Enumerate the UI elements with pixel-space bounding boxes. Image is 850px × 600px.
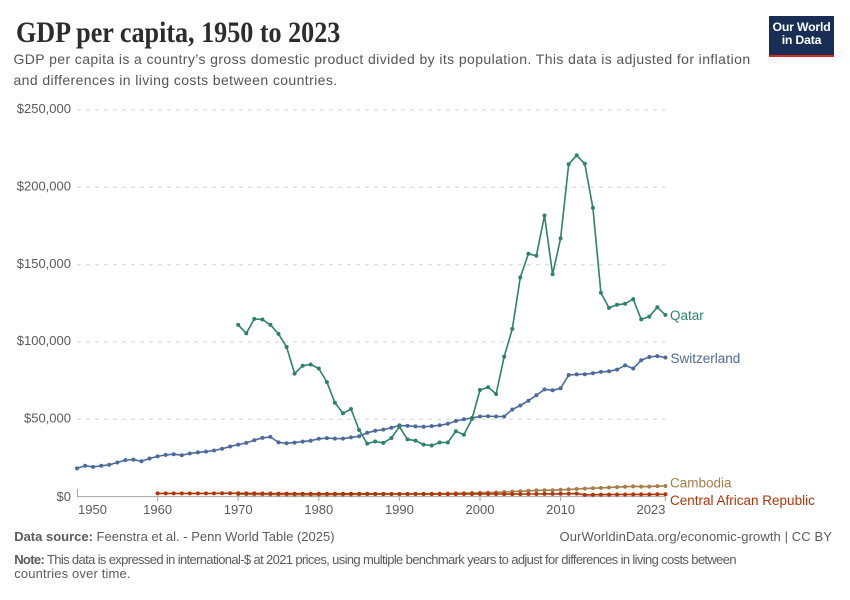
svg-text:2000: 2000 <box>466 502 495 517</box>
svg-text:Cambodia: Cambodia <box>670 475 732 490</box>
svg-text:2010: 2010 <box>546 502 575 517</box>
svg-text:Switzerland: Switzerland <box>671 351 741 366</box>
svg-text:1970: 1970 <box>224 502 253 517</box>
svg-text:$250,000: $250,000 <box>17 101 71 116</box>
svg-text:1950: 1950 <box>78 502 107 517</box>
svg-text:1980: 1980 <box>304 502 333 517</box>
svg-text:$100,000: $100,000 <box>17 333 71 348</box>
svg-text:$0: $0 <box>57 489 71 504</box>
svg-text:Qatar: Qatar <box>670 308 704 323</box>
svg-text:$200,000: $200,000 <box>17 179 71 194</box>
svg-text:$50,000: $50,000 <box>24 411 71 426</box>
svg-text:1960: 1960 <box>143 502 172 517</box>
svg-text:Central African Republic: Central African Republic <box>670 493 815 508</box>
svg-text:2023: 2023 <box>636 502 665 517</box>
svg-text:1990: 1990 <box>385 502 414 517</box>
svg-text:$150,000: $150,000 <box>17 256 71 271</box>
